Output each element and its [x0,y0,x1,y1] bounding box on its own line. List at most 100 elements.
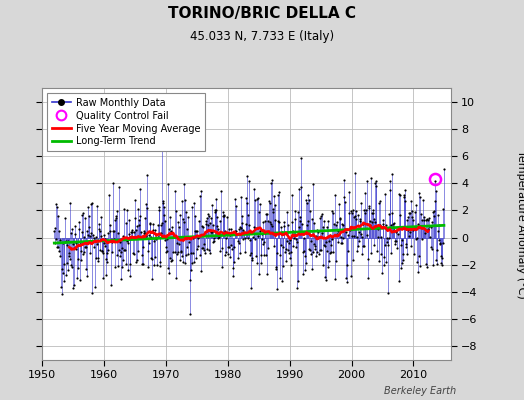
Point [346,207,355,214]
Point [277,242,285,248]
Point [130,251,138,257]
Point [116,238,125,245]
Point [244,212,253,218]
Point [104,230,113,237]
Point [373,225,381,232]
Point [282,258,290,264]
Point [173,219,182,225]
Point [270,243,278,250]
Point [359,221,368,228]
Point [348,256,357,263]
Point [429,208,438,214]
Point [323,224,331,231]
Point [83,273,91,279]
Point [174,240,183,247]
Point [136,186,145,192]
Point [274,218,282,224]
Point [298,220,306,227]
Point [422,261,431,268]
Point [375,258,384,264]
Point [408,214,416,220]
Point [386,178,394,184]
Point [152,236,160,243]
Point [293,285,301,291]
Point [112,213,121,220]
Point [438,261,446,268]
Point [334,231,343,237]
Point [355,238,364,244]
Point [185,239,193,246]
Point [406,229,414,235]
Point [176,212,184,218]
Point [422,216,430,223]
Point [395,278,403,284]
Point [151,227,159,233]
Point [378,270,386,276]
Point [250,185,258,192]
Point [123,206,131,213]
Point [205,247,213,254]
Point [215,234,223,240]
Point [420,214,428,220]
Point [52,235,61,242]
Point [416,194,424,200]
Point [54,228,63,234]
Point [415,190,423,196]
Point [241,248,249,255]
Point [353,248,362,254]
Point [199,224,207,230]
Point [96,233,105,240]
Point [159,204,168,210]
Point [369,210,377,216]
Point [417,211,425,217]
Point [388,210,397,216]
Point [134,248,143,254]
Point [276,275,285,281]
Point [206,220,214,226]
Point [119,232,127,239]
Point [234,240,243,246]
Point [89,232,97,238]
Point [329,249,337,256]
Point [406,210,414,216]
Point [221,252,230,258]
Point [322,239,331,245]
Point [425,215,434,221]
Point [166,214,174,221]
Point [195,192,204,199]
Point [321,243,329,249]
Point [254,232,263,239]
Point [331,276,339,282]
Point [163,181,172,188]
Point [344,248,352,254]
Point [77,257,85,263]
Point [224,251,232,257]
Point [356,218,364,224]
Point [367,175,375,181]
Point [90,244,98,250]
Point [419,197,428,204]
Point [403,214,412,220]
Point [154,234,162,240]
Point [60,215,69,221]
Point [218,264,226,270]
Point [429,208,438,215]
Point [429,261,437,268]
Point [192,228,201,234]
Point [392,238,401,244]
Point [281,249,289,255]
Point [63,242,71,248]
Point [361,210,369,216]
Point [368,219,376,225]
Point [312,252,320,259]
Point [256,228,264,234]
Point [262,252,270,258]
Point [255,271,263,277]
Point [324,218,332,224]
Point [431,188,440,194]
Point [201,218,210,224]
Point [428,246,436,252]
Point [81,214,89,221]
Point [400,194,408,200]
Point [435,222,443,228]
